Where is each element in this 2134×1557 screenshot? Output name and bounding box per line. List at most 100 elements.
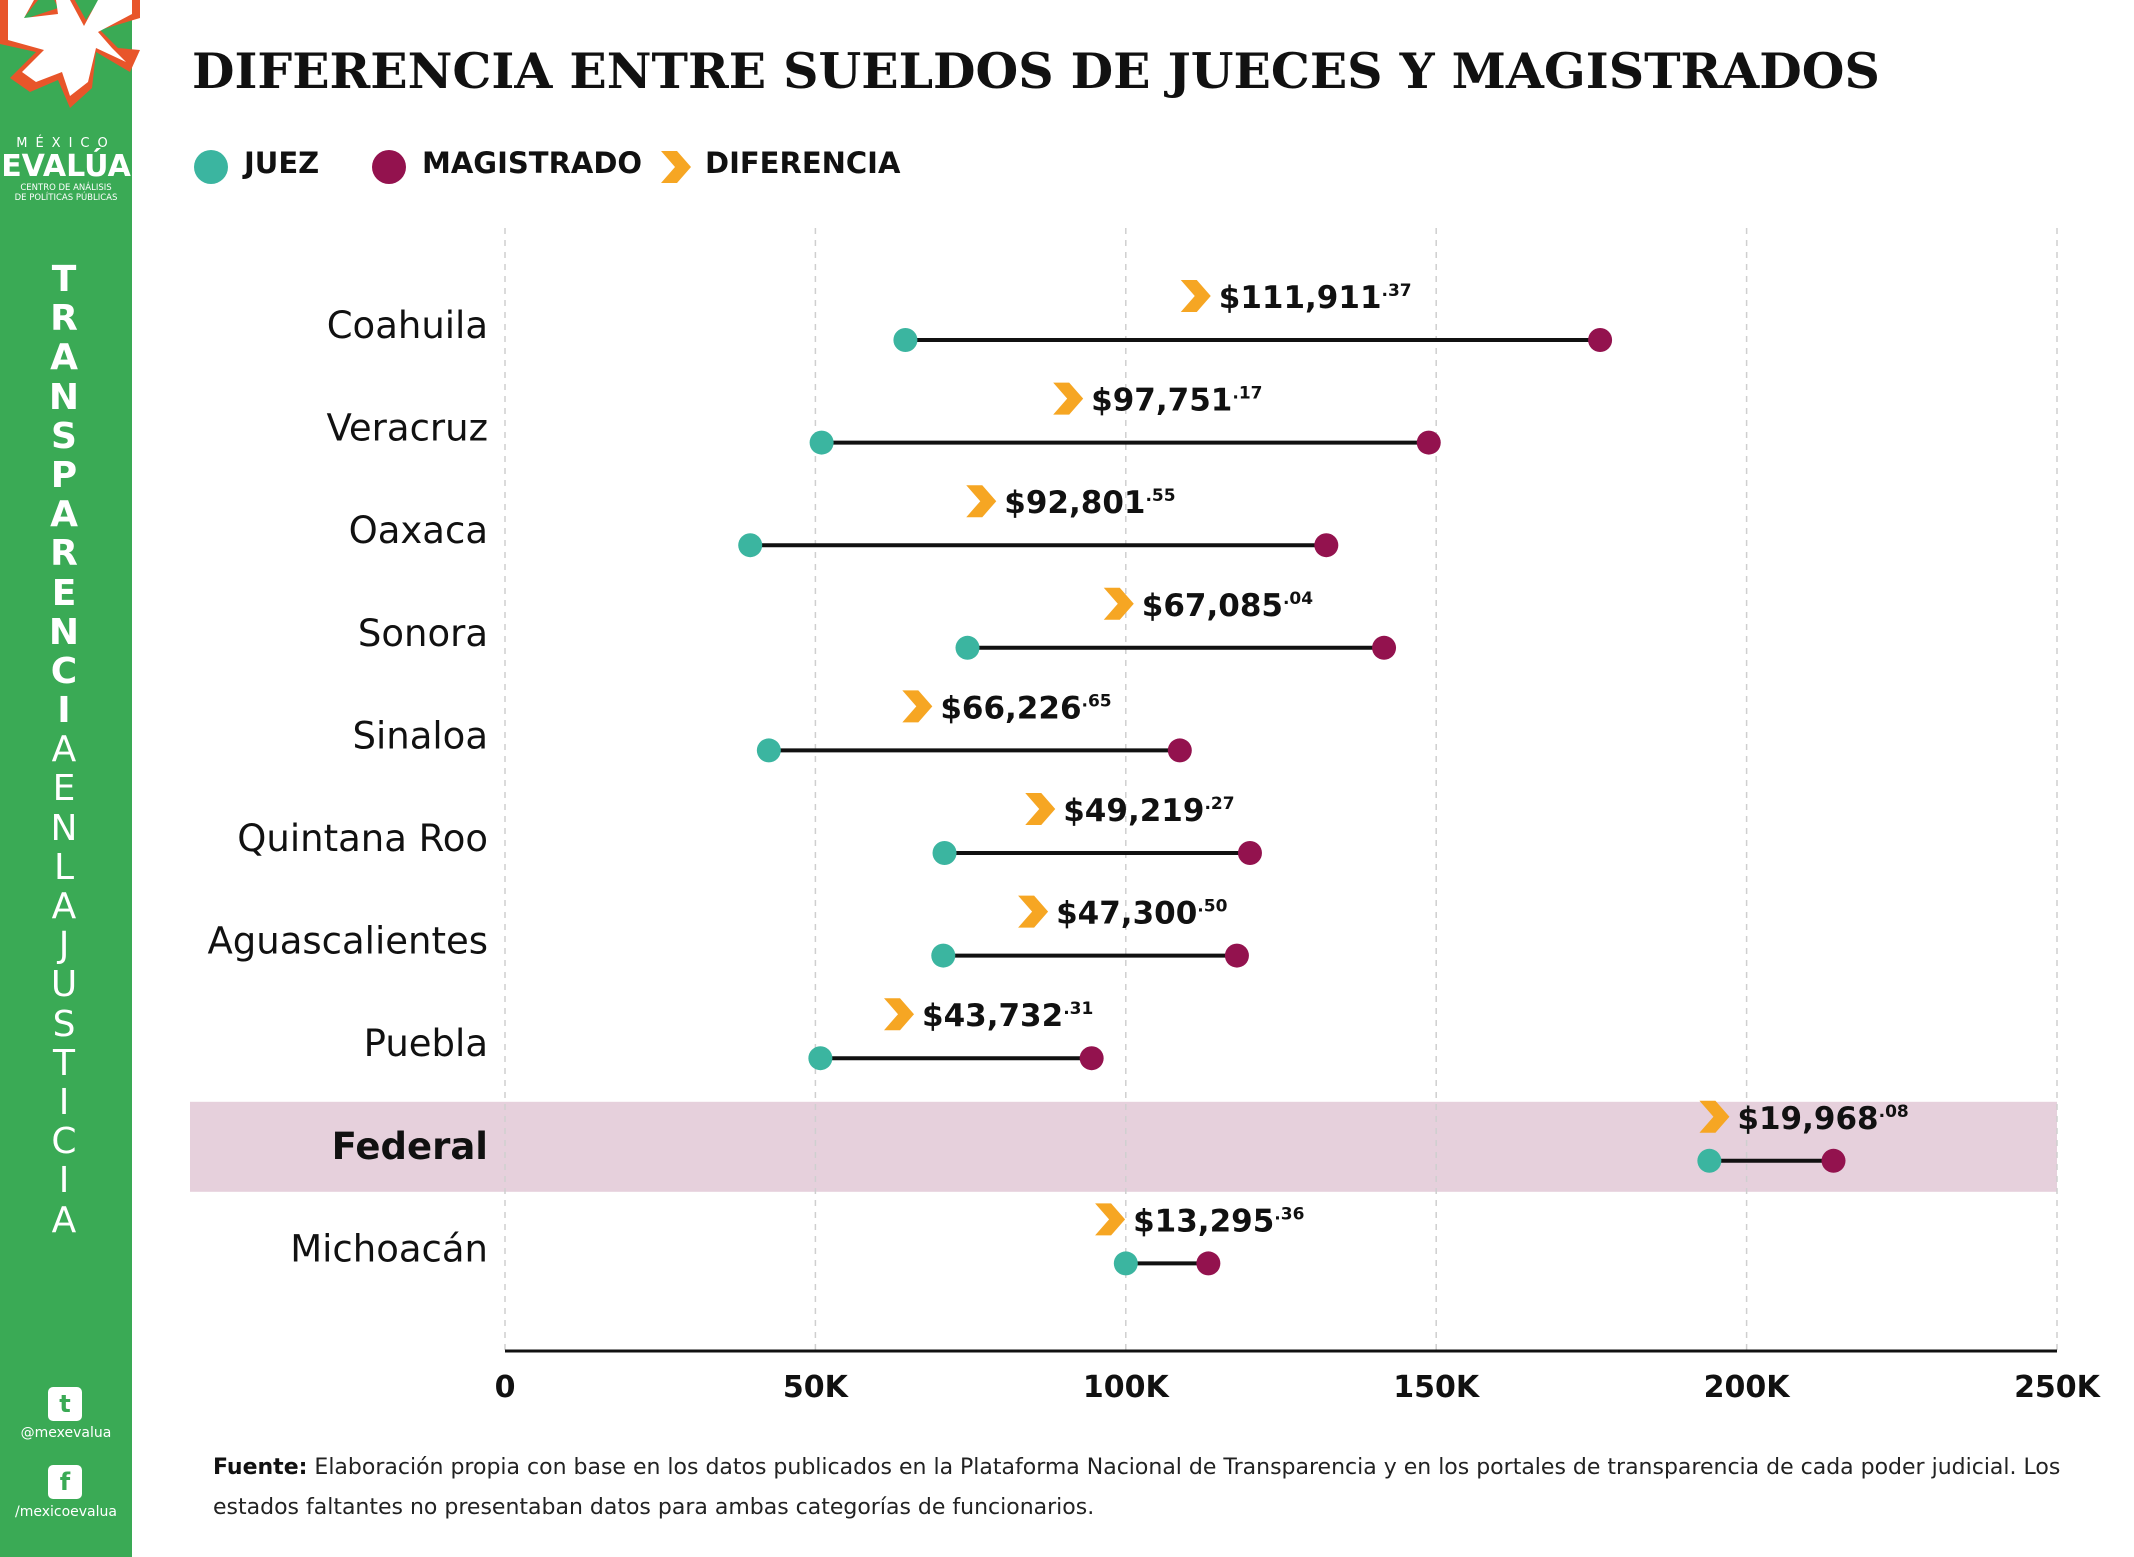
twitter-handle[interactable]: @mexevalua bbox=[20, 1425, 112, 1441]
juez-marker-icon bbox=[194, 150, 228, 184]
dumbbell-chart: 0 50K 100K 150K 200K 250K Coahuila $111,911.37… bbox=[190, 228, 2102, 1405]
juez-point bbox=[1113, 1251, 1138, 1276]
x-tick-label: 0 bbox=[495, 1370, 516, 1405]
category-label: Quintana Roo bbox=[237, 817, 488, 860]
vertical-letter: J bbox=[58, 925, 70, 967]
category-label: Federal bbox=[332, 1125, 488, 1168]
difference-value: $47,300 bbox=[1056, 896, 1197, 932]
vertical-letter: A bbox=[50, 337, 78, 379]
vertical-letter: C bbox=[50, 650, 78, 692]
magistrado-marker-icon bbox=[372, 150, 406, 184]
difference-cents: .50 bbox=[1197, 897, 1227, 917]
magistrado-point bbox=[1237, 841, 1262, 865]
difference-cents: .04 bbox=[1283, 589, 1313, 609]
vertical-letter: I bbox=[58, 1160, 70, 1202]
difference-value: $49,219 bbox=[1063, 793, 1204, 829]
juez-point bbox=[955, 635, 980, 660]
magistrado-point bbox=[1079, 1046, 1104, 1071]
diferencia-arrow-icon bbox=[661, 151, 691, 183]
category-label: Sinaloa bbox=[353, 714, 488, 757]
vertical-letter: U bbox=[50, 964, 78, 1006]
vertical-letter: N bbox=[50, 807, 78, 849]
juez-point bbox=[1697, 1148, 1722, 1173]
diferencia-arrow-icon bbox=[1180, 280, 1211, 312]
category-label: Sonora bbox=[358, 612, 488, 655]
logo-subtitle-1: CENTRO DE ANÁLISIS bbox=[20, 183, 112, 193]
twitter-icon[interactable]: t bbox=[48, 1387, 82, 1421]
vertical-letter: S bbox=[51, 415, 77, 457]
difference-label: $19,968.08 bbox=[1737, 1101, 1908, 1137]
vertical-letter: R bbox=[50, 298, 78, 340]
difference-label: $97,751.17 bbox=[1091, 383, 1262, 419]
juez-point bbox=[808, 1046, 833, 1071]
vertical-letter: N bbox=[48, 376, 80, 418]
diferencia-arrow-icon bbox=[1095, 1203, 1126, 1236]
x-tick-label: 150K bbox=[1393, 1370, 1481, 1405]
legend-label-magistrado: MAGISTRADO bbox=[422, 146, 643, 180]
magistrado-point bbox=[1588, 328, 1613, 352]
x-tick-label: 200K bbox=[1704, 1370, 1792, 1405]
vertical-letter: A bbox=[51, 729, 77, 771]
vertical-letter: E bbox=[52, 768, 76, 810]
footnote: Fuente: Elaboración propia con base en l… bbox=[213, 1448, 2093, 1528]
diferencia-arrow-icon bbox=[884, 998, 915, 1031]
vertical-letter: A bbox=[51, 886, 77, 927]
magistrado-point bbox=[1224, 943, 1249, 968]
x-tick-label: 250K bbox=[2014, 1370, 2102, 1405]
magistrado-point bbox=[1372, 635, 1397, 660]
difference-cents: .37 bbox=[1382, 281, 1412, 301]
vertical-letter: N bbox=[48, 611, 80, 653]
magistrado-point bbox=[1821, 1148, 1846, 1173]
juez-point bbox=[932, 841, 957, 865]
chart-title: DIFERENCIA ENTRE SUELDOS DE JUECES Y MAG… bbox=[192, 42, 1880, 100]
diferencia-arrow-icon bbox=[1025, 793, 1056, 825]
vertical-letter: A bbox=[50, 494, 78, 536]
juez-point bbox=[738, 533, 763, 558]
juez-point bbox=[893, 328, 918, 352]
magistrado-point bbox=[1416, 430, 1441, 455]
difference-cents: .36 bbox=[1274, 1204, 1304, 1224]
vertical-letter: L bbox=[53, 846, 75, 888]
difference-value: $92,801 bbox=[1004, 485, 1145, 521]
difference-label: $43,732.31 bbox=[922, 998, 1093, 1034]
footnote-label: Fuente: bbox=[213, 1455, 308, 1480]
difference-cents: .17 bbox=[1232, 384, 1262, 404]
difference-value: $67,085 bbox=[1142, 588, 1283, 624]
x-tick-label: 100K bbox=[1083, 1370, 1171, 1405]
vertical-letter: R bbox=[50, 533, 78, 575]
vertical-letter: S bbox=[52, 1003, 76, 1045]
vertical-letter: T bbox=[51, 259, 77, 300]
legend-label-juez: JUEZ bbox=[244, 146, 320, 180]
difference-value: $97,751 bbox=[1091, 383, 1232, 419]
difference-cents: .27 bbox=[1204, 794, 1234, 814]
category-label: Aguascalientes bbox=[207, 920, 488, 963]
vertical-letter: A bbox=[51, 1199, 77, 1241]
vertical-letter: E bbox=[51, 572, 77, 614]
vertical-letter: T bbox=[53, 1042, 75, 1084]
diferencia-arrow-icon bbox=[902, 690, 933, 723]
category-label: Coahuila bbox=[327, 304, 488, 347]
category-label: Puebla bbox=[364, 1022, 488, 1065]
difference-label: $47,300.50 bbox=[1056, 896, 1227, 932]
difference-value: $66,226 bbox=[940, 690, 1081, 726]
difference-label: $92,801.55 bbox=[1004, 485, 1175, 521]
diferencia-arrow-icon bbox=[1053, 382, 1084, 415]
category-label: Michoacán bbox=[290, 1227, 488, 1270]
legend-label-diferencia: DIFERENCIA bbox=[705, 146, 901, 180]
difference-value: $13,295 bbox=[1133, 1203, 1274, 1239]
difference-value: $19,968 bbox=[1737, 1101, 1878, 1137]
logo-subtitle-2: DE POLÍTICAS PÚBLICAS bbox=[14, 193, 118, 203]
magistrado-point bbox=[1167, 738, 1192, 763]
logo-name: EVALÚA bbox=[1, 149, 131, 184]
x-tick-label: 50K bbox=[783, 1370, 850, 1405]
facebook-icon[interactable]: f bbox=[48, 1465, 82, 1499]
diferencia-arrow-icon bbox=[1699, 1100, 1730, 1133]
difference-value: $111,911 bbox=[1219, 280, 1382, 316]
category-label: Oaxaca bbox=[349, 509, 488, 552]
difference-value: $43,732 bbox=[922, 998, 1063, 1034]
vertical-letter: C bbox=[51, 1121, 77, 1163]
facebook-handle[interactable]: /mexicoevalua bbox=[15, 1504, 117, 1520]
diferencia-arrow-icon bbox=[1103, 587, 1134, 620]
diferencia-arrow-icon bbox=[1018, 895, 1049, 928]
